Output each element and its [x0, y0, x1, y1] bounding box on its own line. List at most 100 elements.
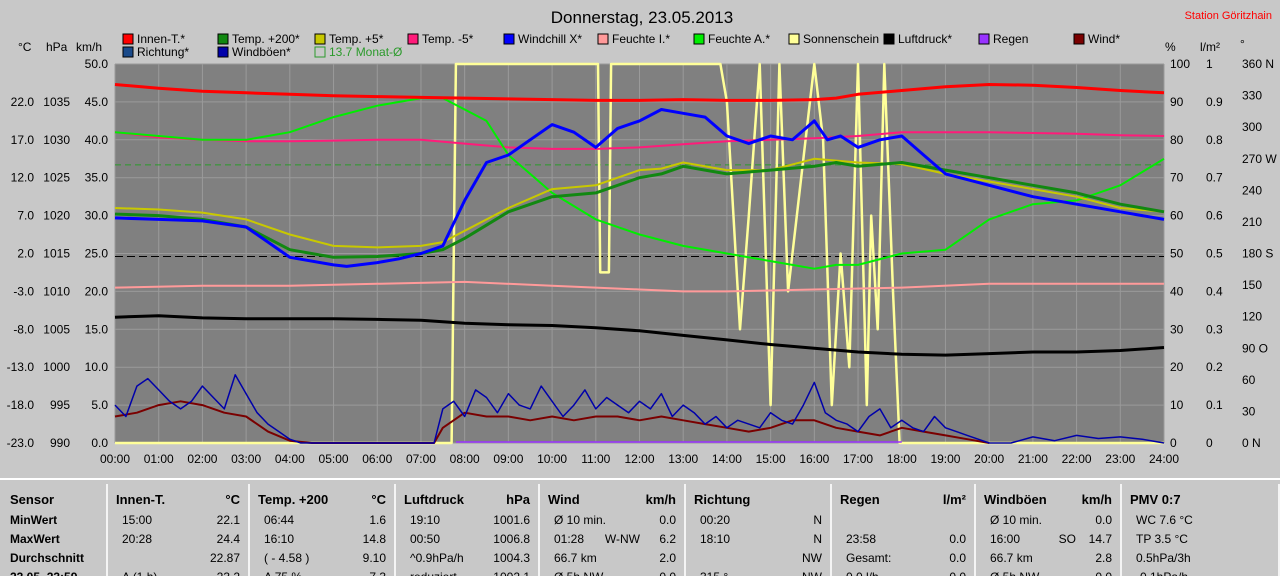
stats-cell-label: 0.0 l/h [846, 570, 879, 576]
humidity-tick-label: 0 [1170, 436, 1177, 450]
station-label: Station Göritzhain [1185, 10, 1272, 22]
wind-tick-label: 40.0 [85, 133, 109, 147]
stats-cell-label: Gesamt: [846, 551, 892, 565]
stats-panel: Temp. +200 °C 06:44 1.6 16:10 14.8 ( - 4.58 ) 9… [252, 484, 396, 576]
humidity-tick-label: 20 [1170, 360, 1184, 374]
stats-panel: Luftdruck hPa 19:10 1001.6 00:50 1006.8 ^0.9hP… [398, 484, 540, 576]
direction-tick-label: 330 [1242, 89, 1262, 103]
stats-cell-value: 14.8 [362, 532, 386, 546]
legend-label: Windchill X* [518, 32, 582, 46]
stats-cell-label: Ø 5h NW [990, 570, 1039, 576]
series-line-luftdruck [114, 314, 1165, 357]
stats-panel-unit: °C [371, 492, 386, 507]
stats-cell-value: 1001.6 [493, 513, 530, 527]
wind-tick-label: 0.0 [91, 436, 108, 450]
stats-cell-value: 1006.8 [493, 532, 530, 546]
stats-cell-label: 23.05. 23:59 [10, 570, 77, 576]
x-tick-label: 04:00 [275, 452, 305, 466]
legend-swatch [693, 33, 705, 45]
stats-cell-label: 20:28 [122, 532, 153, 546]
unit-label-deg: ° [1240, 37, 1245, 51]
pressure-tick-label: 1020 [43, 209, 70, 223]
legend-label: Feuchte I.* [612, 32, 670, 46]
legend-swatch [503, 33, 515, 45]
stats-cell-direction: W-NW [604, 532, 640, 546]
legend-swatch [217, 33, 229, 45]
direction-tick-label: 300 [1242, 120, 1262, 134]
pressure-tick-label: 1030 [43, 133, 70, 147]
wind-tick-label: 50.0 [85, 57, 109, 71]
wind-tick-label: 45.0 [85, 95, 109, 109]
legend-swatch [597, 33, 609, 45]
stats-cell-value: NW [802, 551, 822, 565]
stats-cell-label: 00:20 [700, 513, 731, 527]
series-layer [114, 62, 1165, 445]
pressure-tick-label: 990 [50, 436, 70, 450]
direction-tick-label: 0 N [1242, 436, 1261, 450]
stats-cell-value: 23.2 [217, 570, 240, 576]
rain-tick-label: 0.4 [1206, 284, 1223, 298]
stats-cell-value: 9.10 [362, 551, 386, 565]
series-line-sonnenschein [115, 62, 1164, 445]
legend-swatch [122, 33, 134, 45]
legend-label: Richtung* [137, 45, 189, 59]
temp-tick-label: -18.0 [7, 398, 35, 412]
stats-cell-value: 0.0 [949, 551, 966, 565]
pressure-tick-label: 1005 [43, 322, 70, 336]
x-tick-label: 14:00 [712, 452, 742, 466]
stats-cell-value: N [813, 513, 822, 527]
legend-label: Temp. +200* [232, 32, 300, 46]
legend-swatch [883, 33, 895, 45]
stats-cell-label: 01:28 [554, 532, 585, 546]
legend-label: 13.7 Monat-Ø [329, 45, 402, 59]
humidity-tick-label: 80 [1170, 133, 1184, 147]
stats-panel-unit: km/h [645, 492, 676, 507]
x-tick-label: 24:00 [1149, 452, 1179, 466]
stats-cell-value: 0.0 [1095, 513, 1112, 527]
legend-swatch [788, 33, 800, 45]
x-tick-label: 15:00 [756, 452, 786, 466]
stats-panel: Wind km/h Ø 10 min. 0.0 01:28 W-NW 6.2 66.7 km 2… [542, 484, 686, 576]
temp-tick-label: 17.0 [11, 133, 35, 147]
legend-label: Temp. +5* [329, 32, 384, 46]
legend-swatch [978, 33, 990, 45]
wind-tick-label: 35.0 [85, 171, 109, 185]
stats-cell-label: 66.7 km [990, 551, 1033, 565]
stats-cell-label: 15:00 [122, 513, 153, 527]
stats-cell-label: 19:10 [410, 513, 441, 527]
stats-cell-value: N [813, 532, 822, 546]
stats-cell-value: 0.0 [1095, 570, 1112, 576]
temp-tick-label: 7.0 [17, 209, 34, 223]
x-tick-label: 19:00 [930, 452, 960, 466]
stats-panel-unit: km/h [1081, 492, 1112, 507]
stats-panel: Windböen km/h Ø 10 min. 0.0 16:00 SO 14.7 66.7 … [978, 484, 1122, 576]
x-tick-label: 13:00 [668, 452, 698, 466]
stats-cell-label: Ø 10 min. [990, 513, 1043, 527]
legend-label: Luftdruck* [898, 32, 952, 46]
wind-tick-label: 25.0 [85, 247, 109, 261]
unit-label-hpa: hPa [46, 40, 68, 54]
x-tick-label: 08:00 [450, 452, 480, 466]
stats-cell-value: 22.87 [209, 551, 240, 565]
legend-swatch [314, 46, 326, 58]
direction-tick-label: 180 S [1242, 247, 1273, 261]
x-tick-label: 07:00 [406, 452, 436, 466]
wind-tick-label: 15.0 [85, 322, 109, 336]
stats-cell-label: Δ 75 % [264, 570, 302, 576]
stats-cell-label: 16:10 [264, 532, 295, 546]
chart-title: Donnerstag, 23.05.2013 [551, 8, 733, 27]
legend-label: Temp. -5* [422, 32, 474, 46]
direction-tick-label: 360 N [1242, 57, 1274, 71]
rain-tick-label: 0.6 [1206, 209, 1223, 223]
stats-cell-label: Δ (1 h) [122, 570, 157, 576]
stats-cell-label: 18:10 [700, 532, 731, 546]
stats-cell-label: 16:00 [990, 532, 1021, 546]
humidity-tick-label: 50 [1170, 247, 1184, 261]
stats-cell-label: MinWert [10, 513, 58, 527]
wind-tick-label: 10.0 [85, 360, 109, 374]
legend-swatch [122, 46, 134, 58]
direction-tick-label: 270 W [1242, 152, 1277, 166]
x-tick-label: 20:00 [974, 452, 1004, 466]
rain-tick-label: 0.7 [1206, 171, 1223, 185]
stats-cell-label: reduziert [410, 570, 457, 576]
